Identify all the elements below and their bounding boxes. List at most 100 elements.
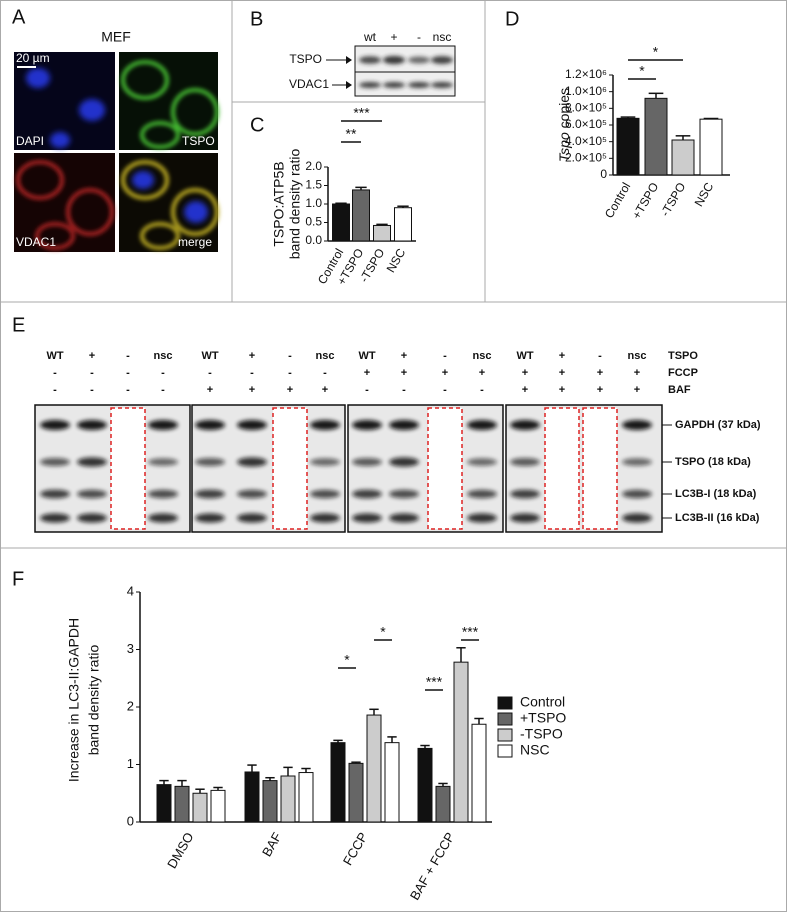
band-label: LC3B-I (18 kDa) (675, 488, 757, 500)
bar (352, 189, 370, 242)
y-tick-label: 2.0×10⁵ (565, 151, 607, 165)
y-axis-label: Tspo copies (556, 88, 572, 162)
y-tick-label: 2 (127, 698, 134, 713)
blot-band (352, 420, 382, 430)
condition-value: - (480, 384, 484, 396)
blot-band (510, 420, 540, 430)
bar (453, 661, 469, 823)
x-tick-label: NSC (692, 180, 717, 209)
blot-band (148, 458, 178, 466)
condition-value: + (559, 367, 565, 379)
blot-band (359, 82, 381, 88)
blot-band (389, 420, 419, 430)
condition-value: + (89, 350, 95, 362)
y-tick-label: 0 (600, 167, 607, 181)
blot-band (389, 457, 419, 467)
blot-band (40, 420, 70, 430)
bar (330, 742, 346, 823)
condition-value: nsc (628, 350, 647, 362)
bar (671, 139, 695, 176)
condition-value: - (365, 384, 369, 396)
condition-label: BAF (668, 384, 691, 396)
blot-band (467, 513, 497, 523)
condition-value: - (90, 367, 94, 379)
blot-band (352, 489, 382, 499)
scale-bar-label: 20 µm (16, 51, 50, 65)
condition-value: + (479, 367, 485, 379)
condition-value: - (126, 384, 130, 396)
blot-band (310, 458, 340, 466)
condition-value: + (559, 384, 565, 396)
condition-value: nsc (154, 350, 173, 362)
blot-band (389, 513, 419, 523)
y-axis-label-part: Tspo (556, 132, 572, 162)
blot-band (77, 513, 107, 523)
blot-band (431, 56, 453, 64)
condition-value: nsc (316, 350, 335, 362)
blot-band (195, 489, 225, 499)
y-tick-label: 1.5 (305, 178, 322, 192)
y-axis-label-part: copies (556, 88, 572, 132)
y-tick-label: 4 (127, 583, 134, 598)
y-tick-label: 0 (127, 813, 134, 828)
x-tick-label: DMSO (164, 830, 196, 871)
image-label: merge (178, 235, 212, 249)
blot-band (408, 56, 430, 64)
condition-value: + (287, 384, 293, 396)
condition-value: - (126, 367, 130, 379)
blot-band (310, 489, 340, 499)
blot-band (622, 420, 652, 430)
significance-label: * (380, 624, 386, 640)
condition-value: - (598, 350, 602, 362)
blot-band (195, 458, 225, 466)
blot-band (77, 457, 107, 467)
bar (156, 784, 172, 823)
blot-lane-label: nsc (433, 30, 452, 44)
bar (192, 792, 208, 823)
bar (644, 97, 668, 176)
blot-band (467, 420, 497, 430)
bar (373, 224, 391, 242)
x-tick-label: +TSPO (629, 180, 661, 221)
blot-lane-label: wt (363, 30, 377, 44)
condition-label: FCCP (668, 367, 698, 379)
significance-label: * (639, 63, 645, 79)
blank-lane (544, 407, 580, 530)
significance-label: * (653, 44, 659, 60)
condition-value: + (364, 367, 370, 379)
condition-value: - (288, 350, 292, 362)
image-label: DAPI (16, 134, 44, 148)
y-tick-label: 0.5 (305, 215, 322, 229)
condition-value: + (522, 367, 528, 379)
y-tick-label: 1.0×10⁶ (565, 84, 607, 98)
bar (244, 771, 260, 823)
blot-band (77, 489, 107, 499)
blot-row-label: VDAC1 (289, 77, 329, 91)
blot-band (383, 82, 405, 88)
y-tick-label: 3 (127, 641, 134, 656)
condition-value: + (322, 384, 328, 396)
blot-lane-label: - (417, 30, 421, 44)
condition-value: WT (358, 350, 375, 362)
condition-value: - (288, 367, 292, 379)
condition-value: + (522, 384, 528, 396)
bar (174, 785, 190, 823)
panel-label: F (12, 568, 24, 590)
condition-value: - (126, 350, 130, 362)
blot-band (467, 458, 497, 466)
condition-value: - (443, 350, 447, 362)
image-label: TSPO (182, 134, 215, 148)
blot-band (352, 458, 382, 466)
micrograph-tspo: TSPO (119, 52, 219, 150)
bar (348, 762, 364, 823)
micrograph-vdac1: VDAC1 (14, 153, 115, 252)
condition-value: + (442, 367, 448, 379)
x-tick-label: NSC (384, 246, 409, 275)
image-label: VDAC1 (16, 235, 56, 249)
condition-value: WT (516, 350, 533, 362)
blot-row-label: TSPO (289, 52, 322, 66)
x-tick-label: -TSPO (658, 180, 688, 219)
panel-b-blot: TSPO VDAC1 wt + - nsc (289, 30, 456, 97)
condition-value: + (597, 367, 603, 379)
